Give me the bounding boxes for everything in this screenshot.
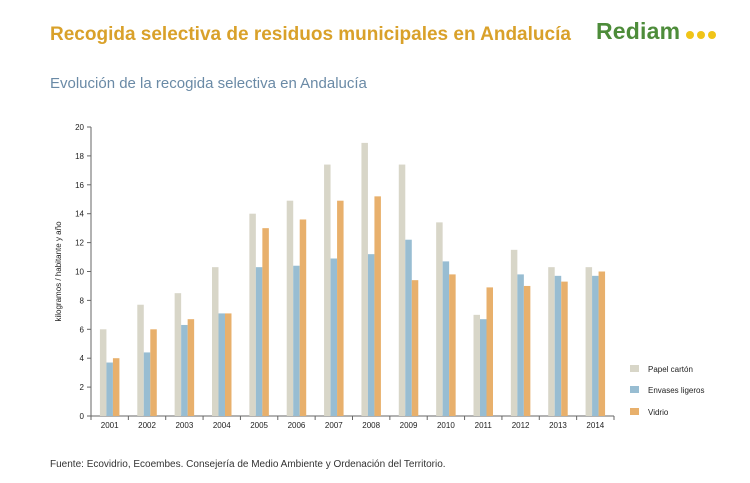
x-tick-label: 2002 bbox=[138, 421, 156, 430]
y-tick-label: 12 bbox=[75, 239, 84, 248]
bar-2006-1 bbox=[286, 200, 294, 416]
bar-2003-1 bbox=[174, 293, 182, 416]
y-tick-label: 10 bbox=[75, 268, 84, 277]
bar-2004-1 bbox=[212, 267, 219, 416]
y-tick-label: 4 bbox=[80, 354, 85, 363]
legend-label: Envases ligeros bbox=[648, 386, 704, 395]
y-tick-label: 6 bbox=[80, 325, 85, 334]
bar-2013-1 bbox=[548, 267, 555, 416]
legend-label: Vidrio bbox=[648, 408, 669, 417]
x-tick-label: 2001 bbox=[101, 421, 119, 430]
x-tick-label: 2010 bbox=[437, 421, 455, 430]
x-tick-label: 2006 bbox=[288, 421, 306, 430]
y-axis-label: kilogramos / habitante y año bbox=[54, 221, 63, 322]
y-tick-label: 18 bbox=[75, 152, 84, 161]
y-tick-label: 16 bbox=[75, 181, 84, 190]
bar-2007-1 bbox=[324, 164, 331, 416]
bar-2014-3 bbox=[598, 271, 606, 416]
legend-label: Papel cartón bbox=[648, 365, 693, 374]
y-tick-label: 8 bbox=[80, 296, 85, 305]
x-tick-label: 2011 bbox=[475, 421, 493, 430]
legend-swatch bbox=[630, 365, 639, 372]
bar-2008-3 bbox=[374, 196, 381, 416]
bar-2011-3 bbox=[486, 287, 493, 416]
x-tick-label: 2003 bbox=[175, 421, 193, 430]
bar-2005-3 bbox=[262, 228, 269, 416]
bar-2003-3 bbox=[187, 319, 195, 416]
x-tick-label: 2007 bbox=[325, 421, 343, 430]
bar-2009-1 bbox=[398, 164, 406, 416]
bar-2008-2 bbox=[367, 254, 375, 416]
x-tick-label: 2005 bbox=[250, 421, 268, 430]
bar-2013-3 bbox=[561, 281, 568, 416]
bar-2014-2 bbox=[592, 275, 599, 416]
bar-2004-3 bbox=[225, 313, 232, 416]
y-tick-label: 2 bbox=[80, 383, 85, 392]
bar-2007-2 bbox=[330, 258, 338, 416]
bar-2009-3 bbox=[411, 280, 419, 416]
bar-2006-2 bbox=[293, 265, 300, 416]
bar-2012-1 bbox=[510, 249, 518, 416]
bar-2003-2 bbox=[181, 324, 188, 416]
bar-2008-1 bbox=[361, 142, 368, 416]
logo-dots-icon bbox=[686, 30, 719, 39]
bar-2005-2 bbox=[255, 267, 263, 416]
bar-2014-1 bbox=[585, 267, 593, 416]
bar-2013-2 bbox=[554, 275, 562, 416]
y-tick-label: 20 bbox=[75, 123, 84, 132]
x-tick-label: 2008 bbox=[362, 421, 380, 430]
bar-2012-3 bbox=[523, 285, 531, 416]
x-tick-label: 2009 bbox=[400, 421, 418, 430]
bar-2001-3 bbox=[112, 358, 120, 416]
y-tick-label: 14 bbox=[75, 210, 84, 219]
rediam-logo: Rediam bbox=[596, 18, 719, 45]
bar-2005-1 bbox=[249, 213, 256, 416]
source-note: Fuente: Ecovidrio, Ecoembes. Consejería … bbox=[50, 459, 446, 470]
bar-2002-1 bbox=[137, 304, 144, 416]
page-title: Recogida selectiva de residuos municipal… bbox=[50, 24, 571, 45]
x-tick-label: 2013 bbox=[549, 421, 567, 430]
bar-2004-2 bbox=[218, 313, 225, 416]
bar-2012-2 bbox=[517, 274, 524, 416]
chart-subtitle: Evolución de la recogida selectiva en An… bbox=[50, 75, 367, 92]
bar-2011-1 bbox=[473, 314, 480, 416]
bar-2001-2 bbox=[106, 362, 113, 416]
x-tick-label: 2004 bbox=[213, 421, 231, 430]
legend-swatch bbox=[630, 408, 639, 415]
bar-2002-2 bbox=[143, 352, 151, 416]
bar-2007-3 bbox=[337, 200, 344, 416]
logo-text: Rediam bbox=[596, 18, 681, 44]
x-tick-label: 2012 bbox=[512, 421, 530, 430]
bar-2010-2 bbox=[442, 261, 450, 416]
y-tick-label: 0 bbox=[80, 412, 85, 421]
bar-2006-3 bbox=[299, 219, 307, 416]
bar-2001-1 bbox=[99, 329, 107, 416]
x-tick-label: 2014 bbox=[586, 421, 604, 430]
bar-2010-3 bbox=[449, 274, 456, 416]
bar-2009-2 bbox=[405, 239, 412, 416]
bar-2002-3 bbox=[150, 329, 157, 416]
bar-2011-2 bbox=[480, 319, 487, 416]
bar-2010-1 bbox=[436, 222, 443, 416]
legend-swatch bbox=[630, 386, 639, 393]
